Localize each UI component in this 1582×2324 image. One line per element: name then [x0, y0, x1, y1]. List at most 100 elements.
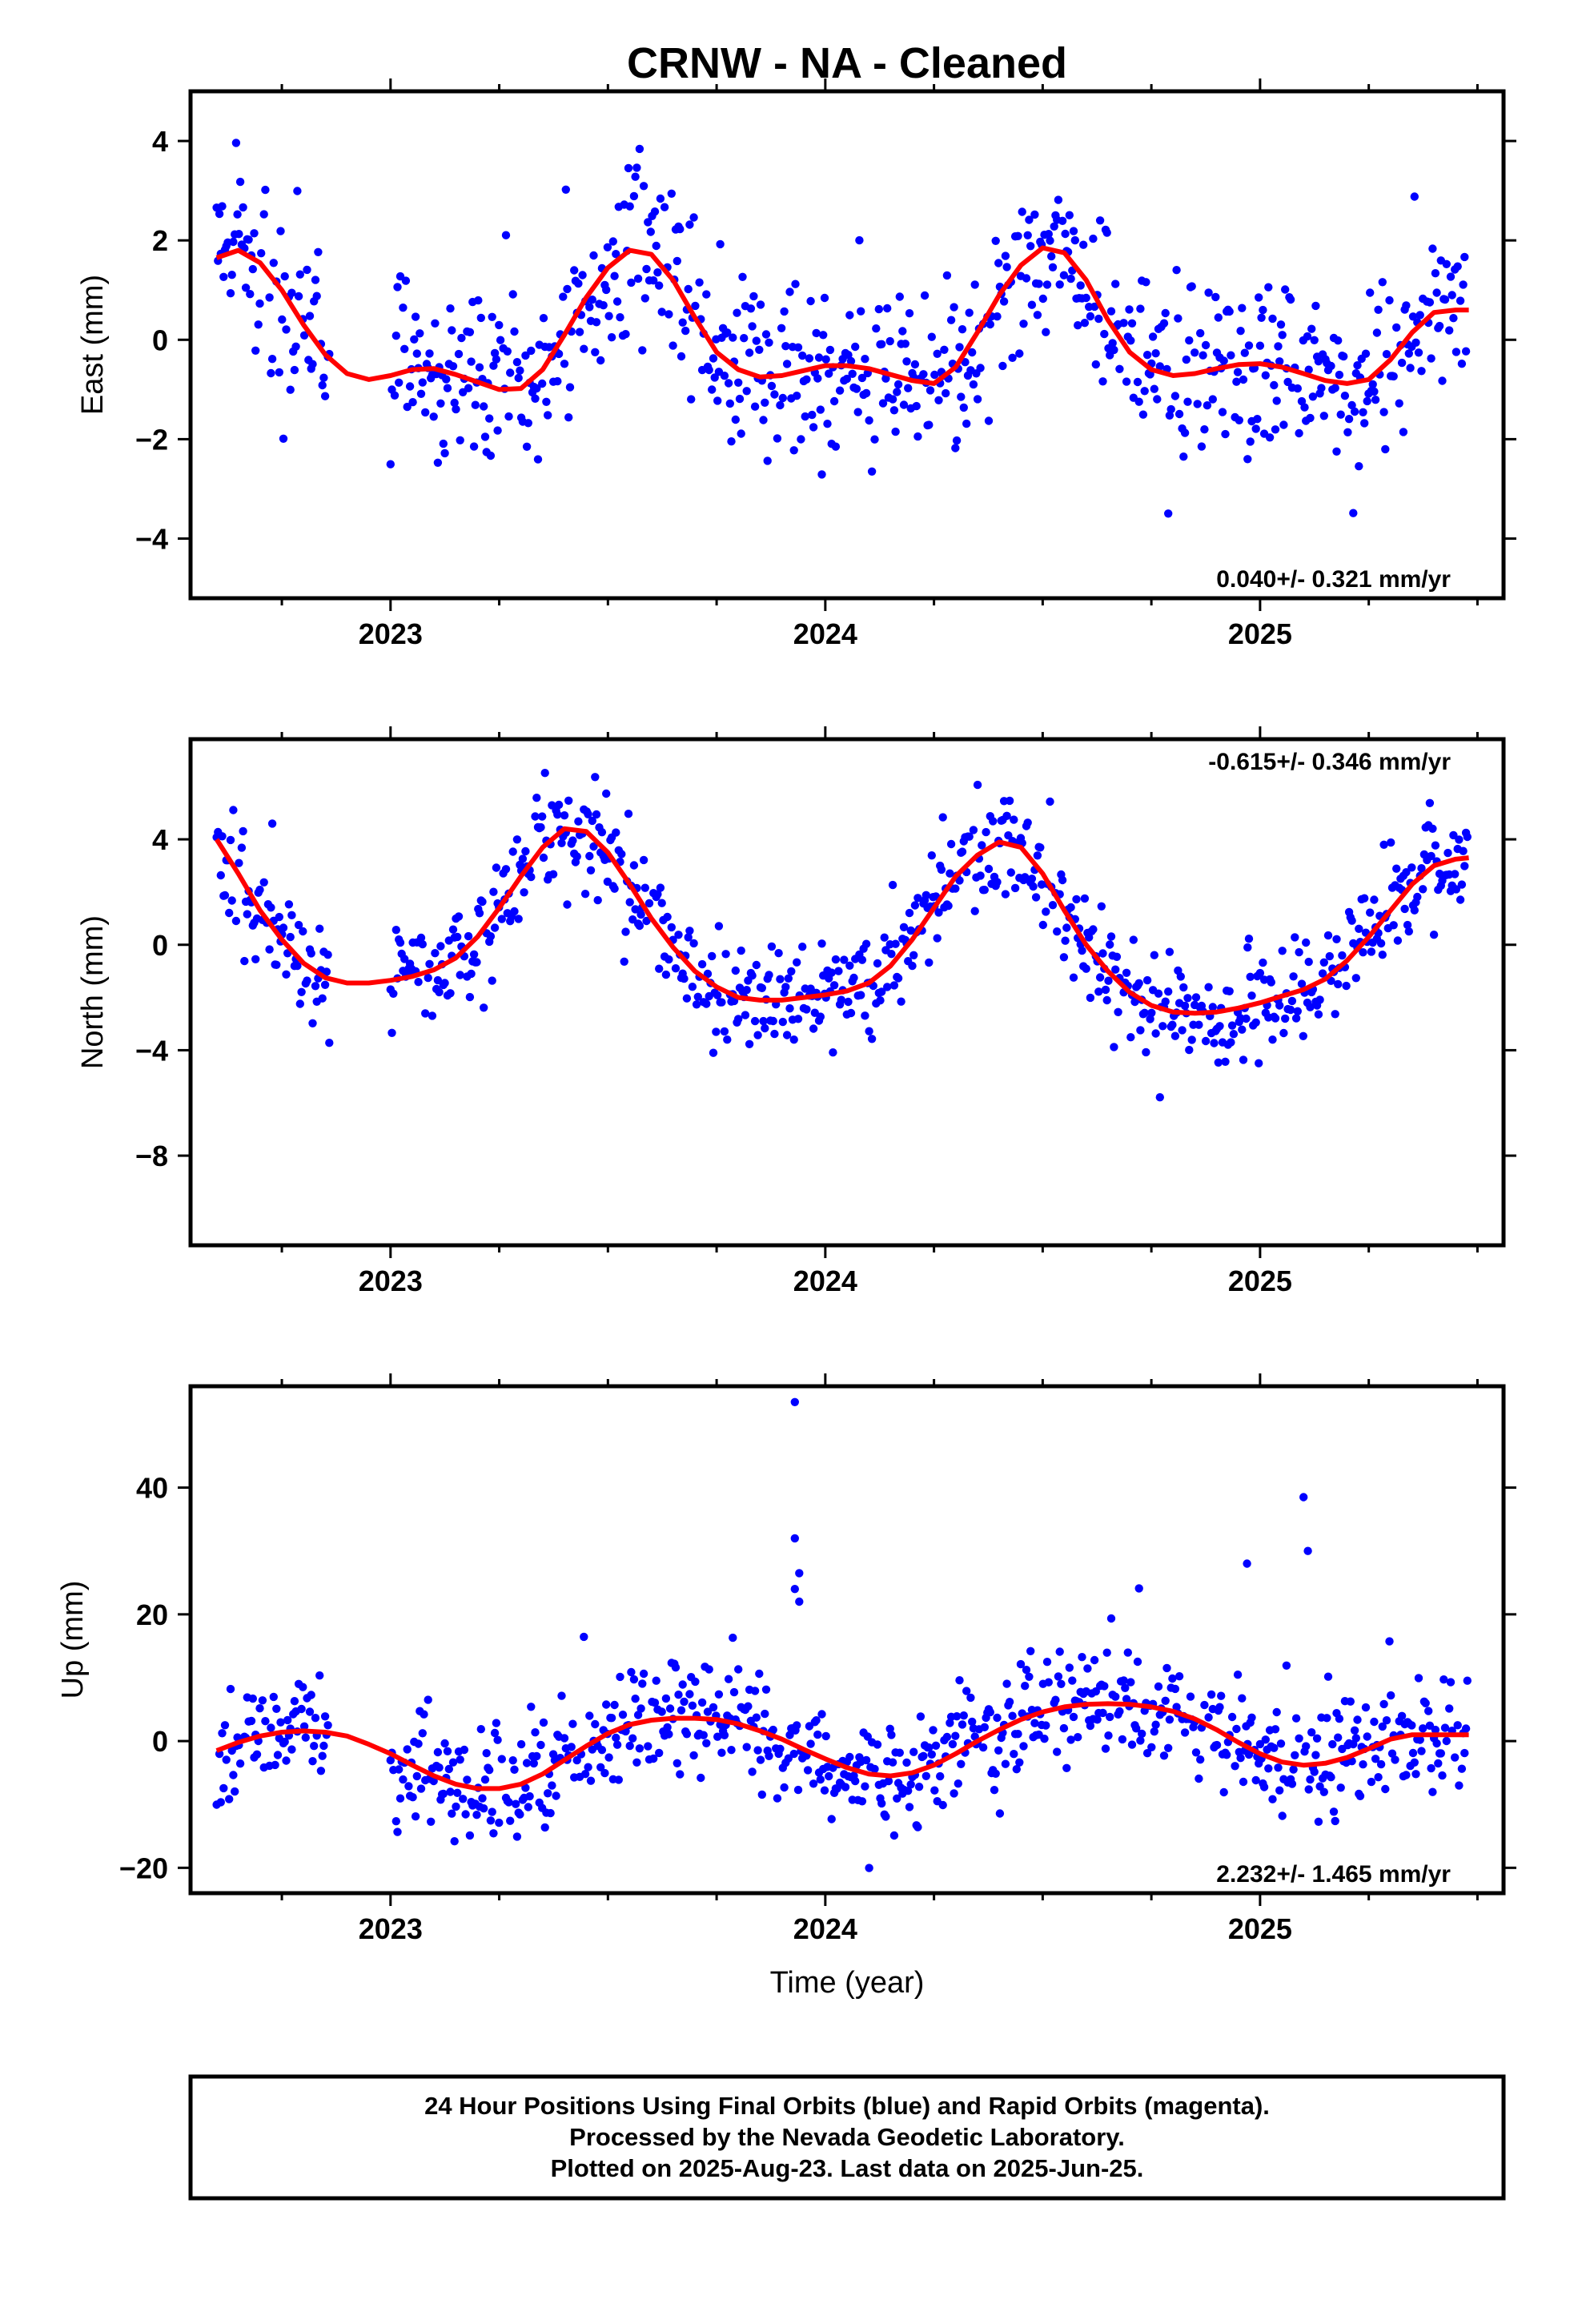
east-point	[1268, 314, 1277, 324]
north-point	[1110, 1043, 1118, 1051]
north-point	[910, 901, 920, 910]
north-point	[240, 956, 249, 966]
east-point	[539, 314, 548, 323]
up-point	[916, 1712, 926, 1721]
east-point	[412, 349, 421, 358]
north-point	[1297, 979, 1307, 988]
east-point	[1161, 308, 1170, 318]
up-point	[765, 1751, 773, 1760]
up-point	[1042, 1658, 1052, 1667]
east-point	[443, 384, 452, 392]
north-point	[1134, 979, 1143, 988]
up-point	[1331, 1816, 1339, 1826]
east-point	[1449, 314, 1458, 323]
north-point	[778, 1017, 787, 1027]
east-point	[1370, 387, 1379, 396]
up-point	[1436, 1749, 1446, 1758]
north-point	[682, 994, 692, 1003]
up-point	[408, 1793, 417, 1802]
north-point	[508, 847, 517, 856]
east-point	[991, 236, 1000, 245]
east-point	[255, 299, 264, 308]
up-point	[717, 1748, 726, 1757]
east-point	[649, 276, 658, 285]
north-point	[226, 835, 235, 845]
east-point	[793, 343, 803, 352]
north-point	[883, 983, 892, 991]
north-point	[644, 899, 654, 908]
up-point	[527, 1703, 536, 1711]
east-point	[848, 369, 857, 378]
up-point	[320, 1712, 330, 1721]
north-point	[982, 827, 990, 837]
east-points	[212, 139, 1471, 518]
up-point	[914, 1783, 924, 1791]
east-point	[755, 345, 764, 354]
up-point	[586, 1776, 596, 1785]
up-point	[596, 1763, 605, 1771]
east-point	[1014, 231, 1022, 240]
up-point	[1054, 1672, 1063, 1681]
north-point	[478, 897, 487, 907]
east-point	[1196, 328, 1205, 338]
up-point	[697, 1773, 705, 1783]
up-point	[247, 1716, 256, 1726]
up-point	[258, 1696, 267, 1705]
east-point	[559, 292, 568, 301]
north-point	[753, 1031, 762, 1039]
north-point	[1281, 1014, 1290, 1023]
east-point	[235, 177, 245, 187]
north-point	[1387, 838, 1395, 847]
north-point	[501, 865, 511, 874]
north-point	[512, 835, 522, 844]
east-point	[1311, 301, 1320, 311]
up-point	[411, 1812, 420, 1821]
east-point	[429, 412, 438, 421]
north-point	[1142, 1047, 1150, 1057]
east-point	[1447, 291, 1456, 300]
north-point	[259, 878, 268, 887]
north-point	[798, 943, 807, 951]
north-point	[299, 927, 307, 936]
east-point	[267, 368, 275, 378]
up-point	[1068, 1676, 1077, 1685]
east-point	[891, 427, 900, 436]
north-point	[267, 903, 275, 912]
north-point	[1136, 1026, 1145, 1035]
up-point	[218, 1729, 227, 1738]
east-point	[1310, 336, 1319, 344]
north-point	[693, 992, 702, 1002]
up-point	[1382, 1716, 1391, 1725]
east-point	[773, 434, 782, 443]
north-point	[946, 839, 956, 849]
north-point	[435, 987, 444, 997]
north-point	[612, 828, 620, 837]
east-point	[501, 231, 511, 239]
east-point	[532, 384, 541, 393]
up-point	[761, 1709, 769, 1719]
east-x-tick-label: 2023	[359, 617, 423, 650]
east-point	[951, 444, 960, 452]
up-point	[671, 1663, 681, 1672]
north-point	[490, 923, 500, 932]
east-point	[920, 291, 930, 300]
east-point	[855, 235, 864, 245]
up-point	[580, 1770, 590, 1779]
east-point	[673, 256, 681, 266]
up-point	[305, 1707, 315, 1716]
north-point	[703, 969, 713, 979]
up-points	[212, 1397, 1472, 1872]
up-point	[301, 1733, 310, 1742]
north-point	[557, 838, 566, 848]
east-point	[226, 289, 235, 298]
east-point	[1054, 195, 1063, 204]
up-point	[1030, 1719, 1039, 1727]
east-point	[1098, 377, 1107, 386]
up-point	[403, 1745, 412, 1754]
east-point	[448, 362, 458, 371]
north-point	[318, 994, 327, 1003]
east-point	[624, 163, 633, 173]
up-point	[531, 1728, 540, 1737]
east-point	[522, 442, 532, 451]
north-y-axis-title: North (mm)	[76, 915, 110, 1069]
